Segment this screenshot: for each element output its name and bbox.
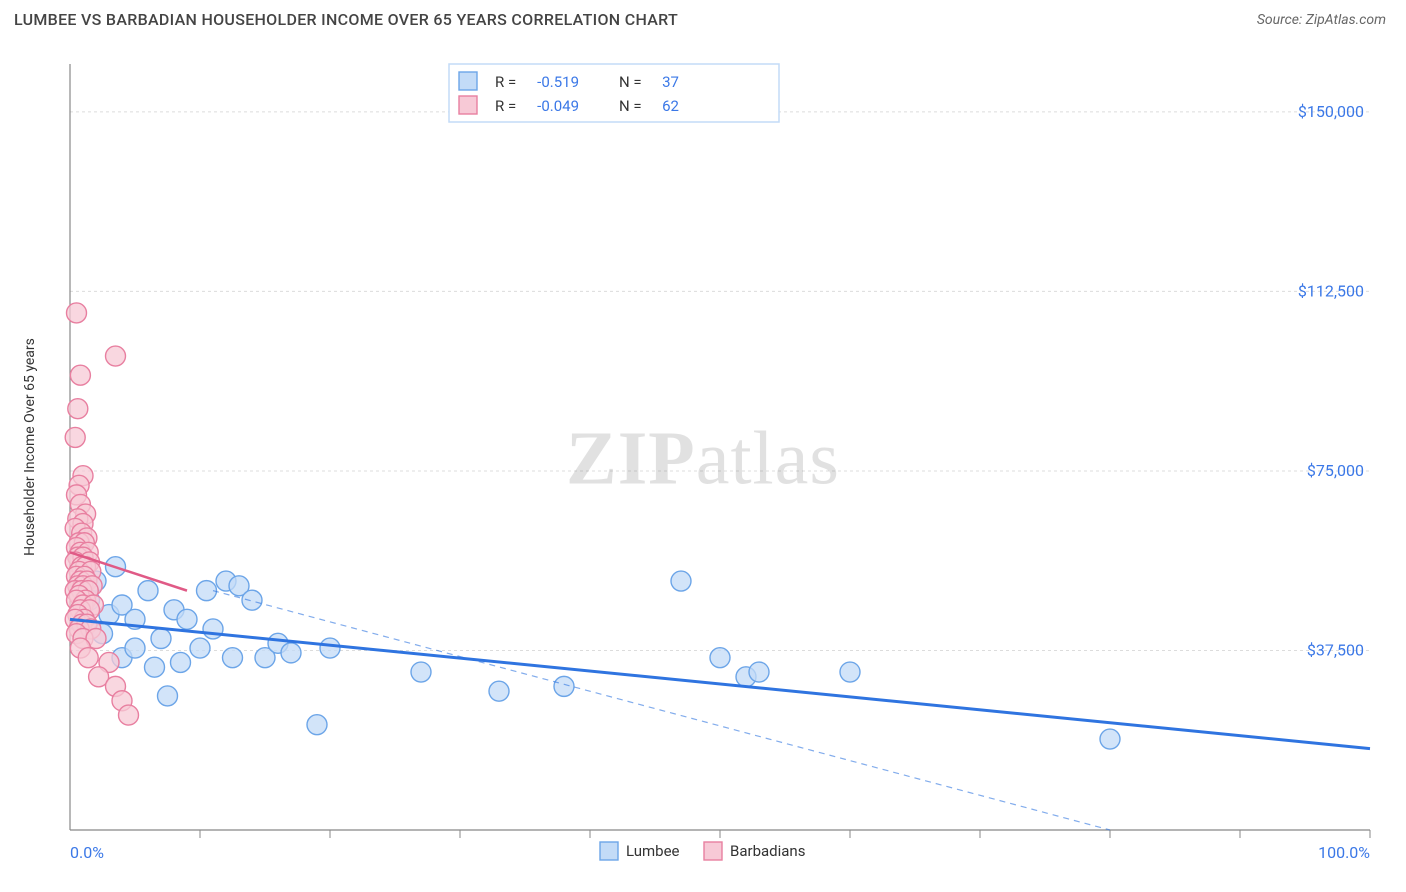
svg-text:Householder Income Over 65 yea: Householder Income Over 65 years <box>22 338 38 556</box>
chart-container: $37,500 $75,000 $112,500 $150,000 0.0% 100.0%… <box>14 40 1392 878</box>
svg-text:-0.049: -0.049 <box>537 97 579 115</box>
svg-text:100.0%: 100.0% <box>1318 843 1370 862</box>
svg-text:R =: R = <box>495 73 516 91</box>
svg-text:62: 62 <box>662 97 679 115</box>
svg-text:N =: N = <box>619 97 642 115</box>
svg-text:R =: R = <box>495 97 516 115</box>
svg-text:-0.519: -0.519 <box>537 73 579 91</box>
svg-text:$150,000: $150,000 <box>1298 102 1364 121</box>
svg-text:$37,500: $37,500 <box>1307 640 1364 659</box>
correlation-scatter-chart: $37,500 $75,000 $112,500 $150,000 0.0% 100.0%… <box>14 40 1392 878</box>
svg-text:$75,000: $75,000 <box>1307 461 1364 480</box>
source-label: Source: ZipAtlas.com <box>1257 12 1386 28</box>
svg-text:N =: N = <box>619 73 642 91</box>
title-bar: LUMBEE VS BARBADIAN HOUSEHOLDER INCOME O… <box>0 0 1406 35</box>
svg-text:Barbadians: Barbadians <box>730 842 805 860</box>
svg-text:Lumbee: Lumbee <box>626 842 680 860</box>
chart-title: LUMBEE VS BARBADIAN HOUSEHOLDER INCOME O… <box>14 10 678 29</box>
svg-text:$112,500: $112,500 <box>1298 281 1364 300</box>
svg-text:37: 37 <box>662 73 679 91</box>
svg-text:0.0%: 0.0% <box>70 843 104 862</box>
